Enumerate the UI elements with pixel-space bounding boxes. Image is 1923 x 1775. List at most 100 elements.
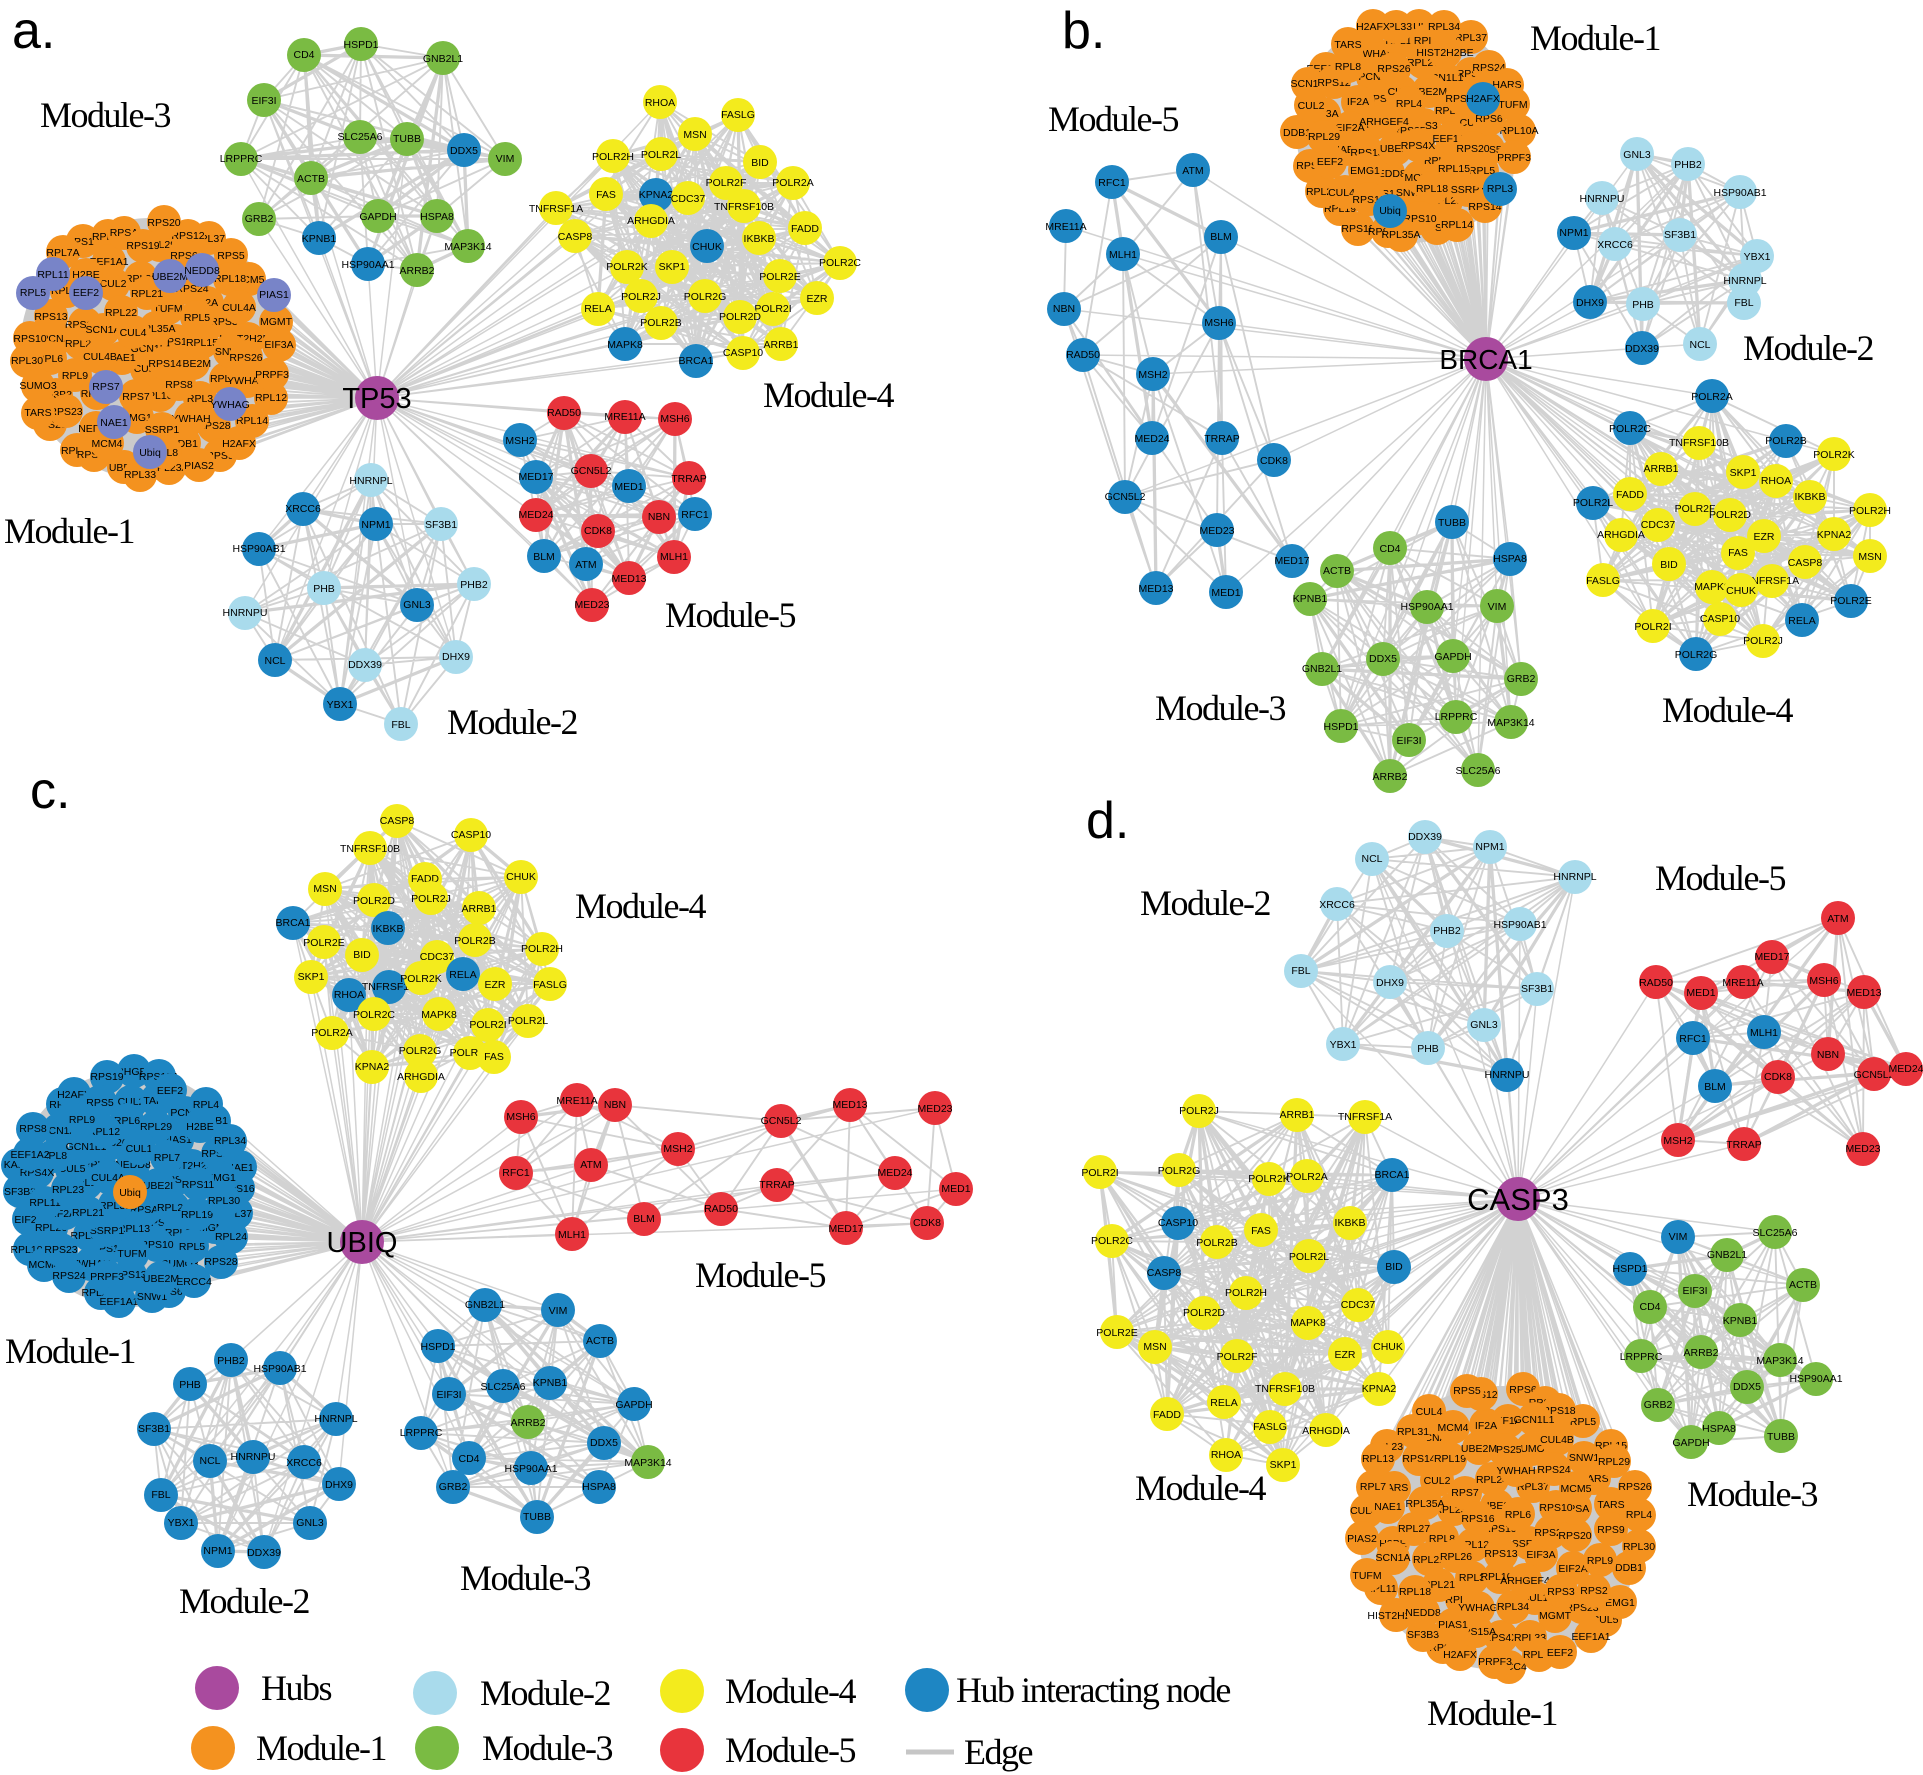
svg-text:NBN: NBN [604,1099,626,1111]
svg-text:RPS7: RPS7 [92,381,120,393]
svg-text:Module-1: Module-1 [5,1331,135,1371]
svg-text:CASP8: CASP8 [558,231,593,243]
svg-text:RPS10: RPS10 [1539,1502,1572,1514]
svg-text:POLR2D: POLR2D [719,311,761,323]
svg-text:MED24: MED24 [518,509,553,521]
svg-text:DHX9: DHX9 [442,651,470,663]
svg-text:Module-3: Module-3 [1155,688,1285,728]
svg-text:H2AFX: H2AFX [222,438,256,450]
svg-text:DDB1: DDB1 [1283,127,1311,139]
svg-text:Module-2: Module-2 [447,702,577,742]
svg-text:CDK8: CDK8 [1764,1071,1792,1083]
svg-text:SF3B3: SF3B3 [1407,1629,1439,1641]
svg-text:VIM: VIM [1488,601,1507,613]
svg-text:MED24: MED24 [1134,433,1169,445]
svg-text:Module-5: Module-5 [695,1255,825,1295]
svg-text:FADD: FADD [791,223,819,235]
svg-text:Module-1: Module-1 [4,511,134,551]
svg-text:NPM1: NPM1 [1475,841,1504,853]
svg-text:LRPPRC: LRPPRC [1435,711,1478,723]
svg-text:H2AFX: H2AFX [1466,93,1500,105]
svg-text:IKBKB: IKBKB [744,233,775,245]
svg-text:RPS3: RPS3 [1547,1586,1575,1598]
svg-text:RPL34: RPL34 [1497,1601,1529,1613]
svg-text:RELA: RELA [449,969,476,981]
svg-text:UBE2M: UBE2M [175,358,211,370]
svg-text:POLR2K: POLR2K [606,261,647,273]
svg-text:RPL4: RPL4 [1626,1509,1652,1521]
svg-text:Module-3: Module-3 [40,95,170,135]
svg-text:CDC37: CDC37 [1641,519,1676,531]
svg-text:YWHAH: YWHAH [1496,1465,1535,1477]
svg-text:CUL4A: CUL4A [222,302,256,314]
svg-text:RPS23: RPS23 [44,1244,77,1256]
svg-text:RPL27: RPL27 [1398,1523,1430,1535]
svg-text:RPS18: RPS18 [1542,1405,1575,1417]
svg-text:BLM: BLM [1210,231,1232,243]
svg-text:CHUK: CHUK [1726,585,1756,597]
svg-text:RPS6: RPS6 [1509,1384,1537,1396]
svg-text:GNB2L1: GNB2L1 [1302,663,1342,675]
svg-text:TNFRSF10B: TNFRSF10B [1255,1383,1315,1395]
svg-text:RELA: RELA [1788,615,1815,627]
svg-text:CASP8: CASP8 [1788,557,1823,569]
svg-text:HNRNPL: HNRNPL [314,1413,357,1425]
svg-text:KPNB1: KPNB1 [533,1377,568,1389]
svg-text:ATM: ATM [575,559,596,571]
svg-text:EZR: EZR [1335,1349,1356,1361]
svg-text:MED17: MED17 [1754,951,1789,963]
svg-text:RPS16: RPS16 [1461,1513,1494,1525]
svg-text:EEF2: EEF2 [157,1085,183,1097]
svg-text:RPS11: RPS11 [182,1179,215,1191]
svg-text:LRPPRC: LRPPRC [220,153,263,165]
svg-text:CASP8: CASP8 [1147,1267,1182,1279]
svg-text:HNRNPU: HNRNPU [1485,1069,1530,1081]
svg-text:RHOA: RHOA [645,97,675,109]
svg-text:PRPF3: PRPF3 [90,1271,124,1283]
svg-text:RPL30: RPL30 [1623,1541,1655,1553]
svg-text:LRPPRC: LRPPRC [400,1427,443,1439]
svg-text:RPS2: RPS2 [1580,1585,1608,1597]
svg-text:MED13: MED13 [832,1099,867,1111]
svg-text:RHOA: RHOA [1211,1449,1241,1461]
svg-text:Module-4: Module-4 [1135,1468,1266,1508]
svg-text:TNFRSF1A: TNFRSF1A [362,981,416,993]
svg-text:CUL4: CUL4 [1416,1406,1443,1418]
svg-text:RPL35A: RPL35A [1405,1498,1444,1510]
svg-text:FASLG: FASLG [721,109,755,121]
svg-text:POLR2H: POLR2H [592,151,634,163]
svg-text:FBL: FBL [1734,297,1753,309]
svg-text:HSPA8: HSPA8 [1493,553,1527,565]
svg-text:RPL22: RPL22 [105,307,137,319]
svg-text:Ubiq: Ubiq [119,1187,141,1199]
svg-text:EEF2: EEF2 [73,287,99,299]
svg-text:MSH2: MSH2 [663,1143,692,1155]
svg-text:GCN5L2: GCN5L2 [1105,491,1146,503]
svg-text:TNFRSF10B: TNFRSF10B [714,201,774,213]
svg-text:SUMO3: SUMO3 [1513,1443,1551,1455]
svg-text:RPL34: RPL34 [1428,21,1460,33]
svg-text:RPL4: RPL4 [193,1099,219,1111]
svg-text:POLR2F: POLR2F [1675,503,1716,515]
svg-text:RFC1: RFC1 [502,1167,530,1179]
svg-text:POLR2E: POLR2E [1830,595,1871,607]
svg-text:TARS: TARS [1597,1499,1624,1511]
svg-text:ATM: ATM [1827,913,1848,925]
svg-text:CUL2: CUL2 [1424,1475,1451,1487]
svg-text:EZR: EZR [807,293,828,305]
svg-text:POLR2F: POLR2F [706,177,747,189]
svg-text:RPS24: RPS24 [1537,1464,1570,1476]
svg-text:EMG1: EMG1 [1350,165,1380,177]
svg-text:UBE2M: UBE2M [143,1273,179,1285]
svg-text:RPL21: RPL21 [72,1207,104,1219]
svg-text:RPS25: RPS25 [1488,1444,1521,1456]
svg-text:TNFRSF1A: TNFRSF1A [1745,575,1799,587]
svg-text:MAP3K14: MAP3K14 [1487,717,1534,729]
svg-text:POLR2J: POLR2J [621,291,661,303]
svg-text:RPL29: RPL29 [1598,1456,1630,1468]
svg-text:MSN: MSN [1858,551,1881,563]
svg-text:Module-1: Module-1 [1530,18,1660,58]
svg-text:MRE11A: MRE11A [1045,221,1086,233]
svg-text:CUL2: CUL2 [1298,100,1325,112]
svg-text:POLR2J: POLR2J [1743,635,1783,647]
